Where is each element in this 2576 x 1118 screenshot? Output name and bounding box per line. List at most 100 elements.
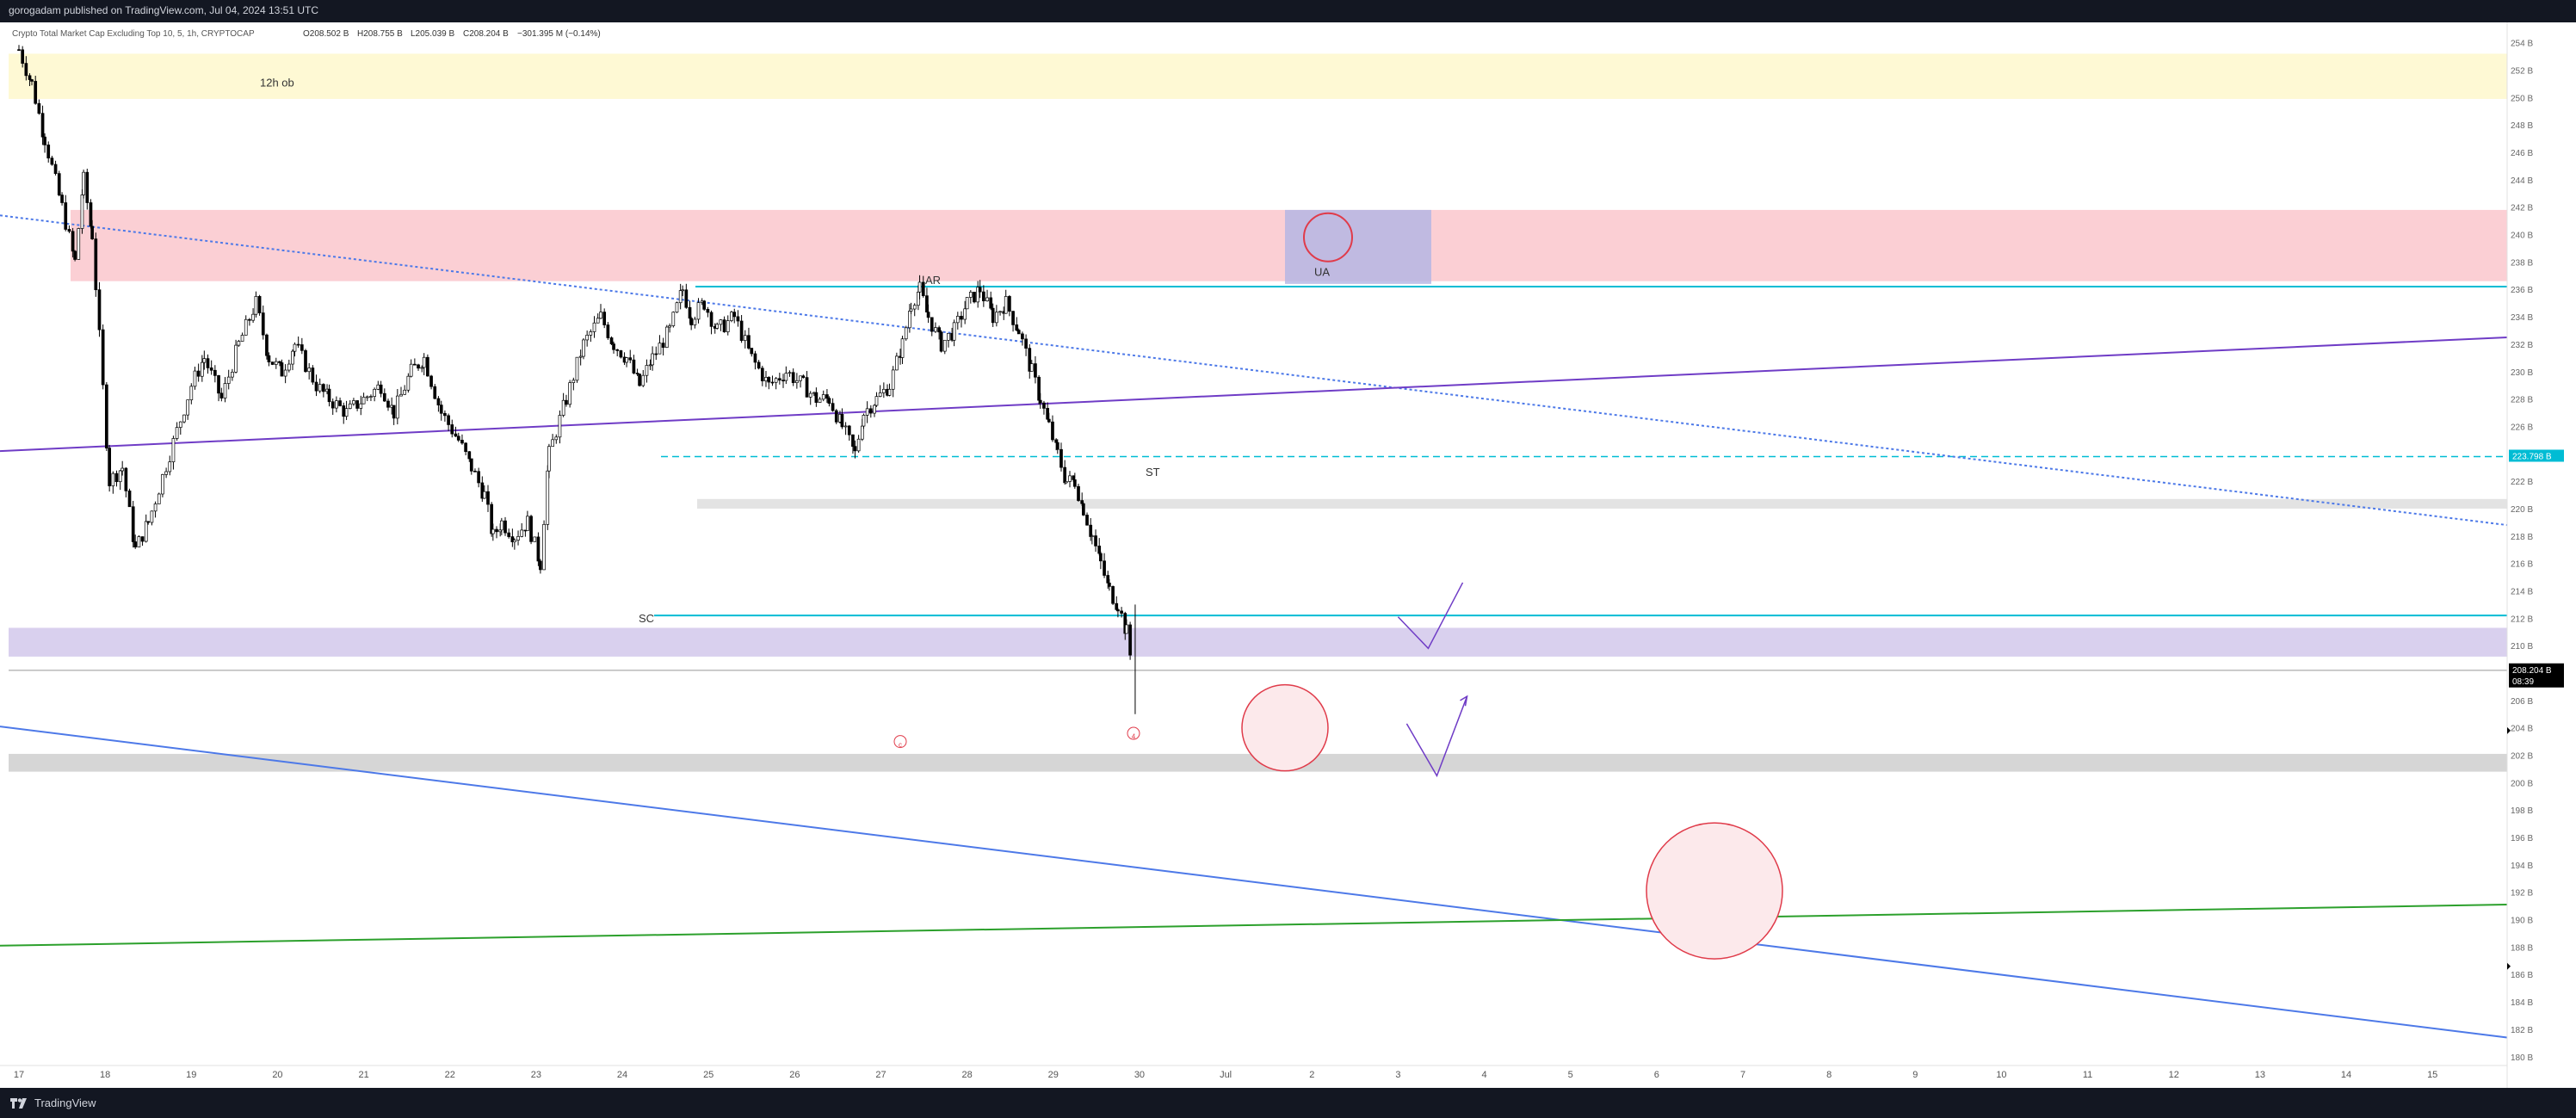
candle-body	[280, 362, 284, 377]
candle-body	[234, 344, 238, 373]
candle-body	[1059, 448, 1063, 468]
candle-body	[219, 392, 224, 398]
candle-body	[873, 405, 876, 414]
candle	[361, 392, 366, 405]
candle-body	[200, 361, 204, 377]
candle	[164, 467, 168, 479]
candle	[17, 45, 21, 51]
candle-body	[409, 363, 413, 377]
candle	[963, 300, 967, 324]
candle-body	[615, 349, 620, 351]
price-tick-label: 188 B	[2511, 943, 2533, 953]
candle-body	[801, 375, 806, 378]
candle	[516, 530, 520, 546]
candle-body	[1115, 602, 1119, 610]
candle	[739, 315, 744, 343]
time-axis[interactable]: 17 18 19 20 21 22 23 24 25 26 27 28 29 30 Jul 2 3 4 5 6 7 8 9 1…	[0, 1065, 2507, 1080]
candle-body	[856, 438, 861, 452]
publish-info: gorogadam published on TradingView.com, …	[9, 4, 319, 16]
candle	[426, 354, 429, 377]
candle-body	[602, 312, 607, 325]
legend-low: L205.039 B	[411, 29, 454, 39]
candle-body	[355, 400, 359, 409]
price-tick-label: 236 B	[2511, 286, 2533, 295]
candle	[348, 400, 352, 410]
candle-body	[1004, 296, 1008, 314]
candle	[200, 355, 204, 382]
candle-body	[186, 399, 189, 416]
candle-body	[865, 408, 869, 416]
candle-body	[127, 490, 132, 508]
candle	[300, 337, 304, 355]
candle-body	[976, 287, 980, 303]
candle-body	[513, 540, 516, 542]
candle-body	[805, 377, 809, 398]
candle-body	[153, 503, 158, 512]
candle-body	[342, 405, 346, 417]
time-tick-label: 25	[703, 1070, 713, 1080]
candle-body	[904, 327, 908, 340]
candle	[582, 337, 585, 360]
candle-body	[267, 355, 271, 362]
candle-body	[641, 374, 646, 386]
candle-body	[978, 287, 982, 293]
candle-body	[516, 535, 520, 540]
candle	[960, 311, 963, 328]
annotation-layer: 12h ob AR UA ST SC c 4	[260, 77, 1330, 749]
candle	[57, 170, 61, 197]
candle	[413, 358, 417, 366]
candle-body	[1008, 296, 1011, 312]
candle-body	[382, 392, 386, 402]
candle	[926, 304, 930, 324]
candle	[82, 170, 85, 199]
candle	[732, 308, 737, 324]
price-tick-label: 210 B	[2511, 642, 2533, 652]
candle-body	[164, 471, 168, 475]
candle	[304, 349, 307, 374]
price-tick-label: 214 B	[2511, 587, 2533, 596]
candle	[97, 281, 102, 337]
candle	[234, 339, 238, 374]
candle	[495, 526, 498, 539]
candle	[568, 380, 571, 408]
time-tick-label: 23	[531, 1070, 541, 1080]
candle-body	[895, 355, 899, 371]
price-tick-label: 206 B	[2511, 697, 2533, 707]
candle	[1068, 471, 1072, 488]
candle-body	[561, 399, 565, 416]
candle-body	[251, 313, 255, 321]
candle	[28, 73, 32, 86]
candle-body	[480, 482, 485, 499]
candle	[821, 390, 825, 402]
candle-body	[847, 425, 851, 435]
candle	[955, 312, 960, 330]
candle-body	[447, 415, 450, 425]
candle	[668, 323, 671, 333]
price-label-countdown: 08:39	[2512, 677, 2534, 687]
candle	[632, 355, 636, 374]
candle-body	[947, 332, 950, 341]
time-tick-label: 12	[2169, 1070, 2179, 1080]
drawings-layer	[0, 214, 2508, 1039]
candle-body	[196, 370, 201, 377]
line-blue-trend	[0, 726, 2508, 1039]
candle	[338, 397, 342, 407]
candle-body	[399, 393, 403, 397]
candle	[991, 303, 995, 327]
candle-body	[808, 392, 812, 398]
candle	[706, 306, 710, 318]
candle-body	[338, 400, 342, 406]
candle	[658, 335, 662, 355]
candle-body	[533, 536, 537, 542]
candle	[1082, 502, 1085, 516]
candle	[73, 250, 77, 262]
candle-body	[392, 405, 396, 419]
candle	[575, 356, 579, 383]
time-tick-label: 14	[2341, 1070, 2351, 1080]
candle-body	[955, 315, 960, 324]
candle-body	[684, 289, 689, 308]
candle	[565, 394, 568, 407]
price-axis[interactable]: 254 B 252 B 250 B 248 B 246 B 244 B 242 B 240 B…	[2506, 22, 2564, 1088]
candle	[851, 434, 855, 454]
chart[interactable]: 254 B 252 B 250 B 248 B 246 B 244 B 242 B 240 B…	[0, 22, 2576, 1088]
